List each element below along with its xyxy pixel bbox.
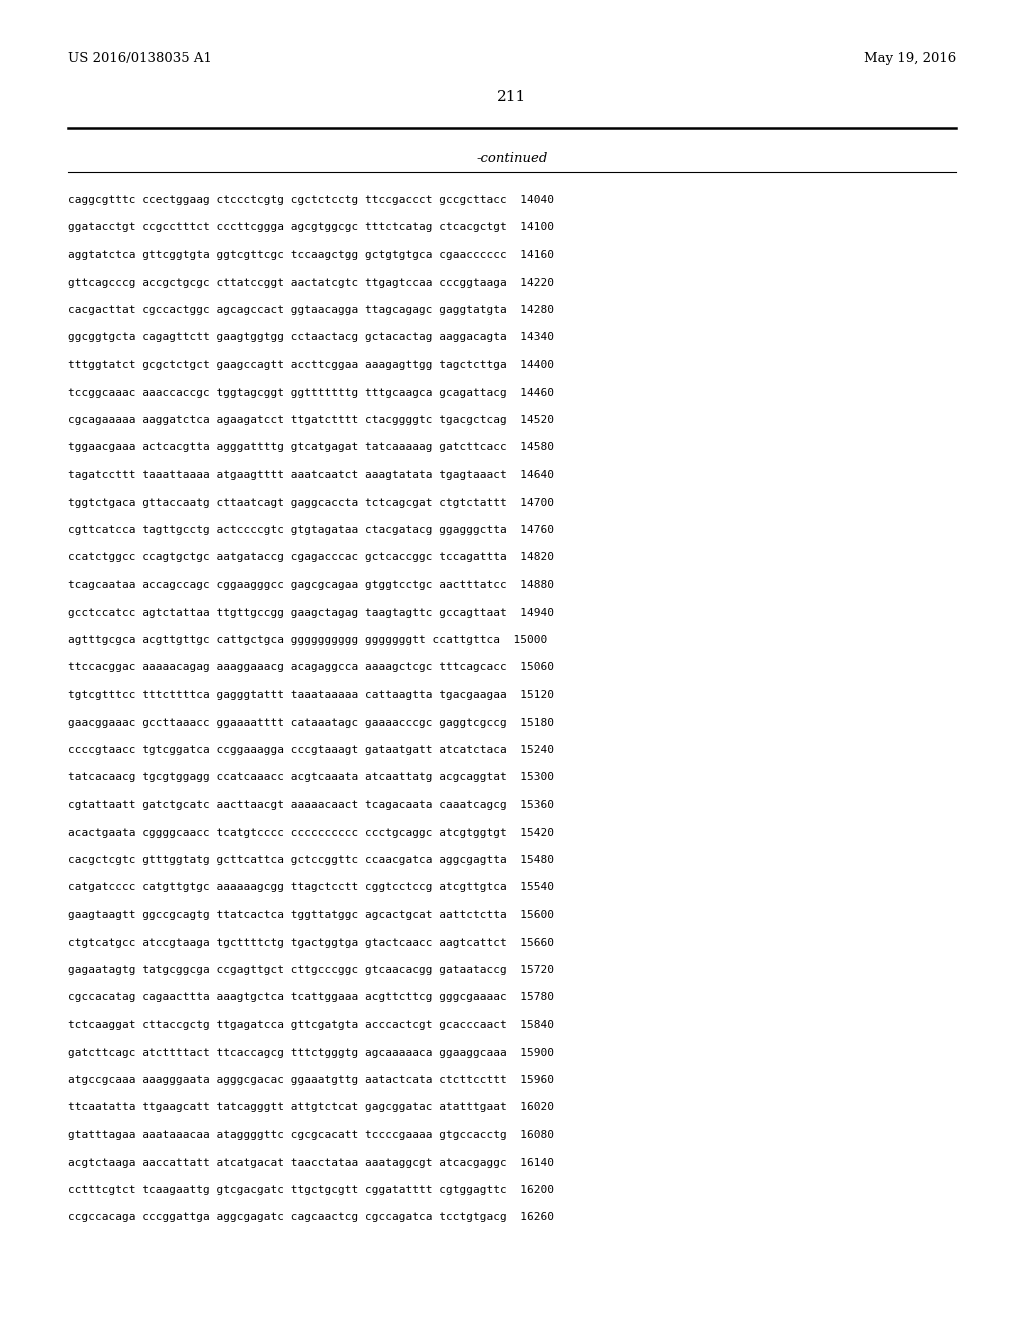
Text: ccgccacaga cccggattga aggcgagatc cagcaactcg cgccagatca tcctgtgacg  16260: ccgccacaga cccggattga aggcgagatc cagcaac… xyxy=(68,1213,554,1222)
Text: agtttgcgca acgttgttgc cattgctgca gggggggggg gggggggtt ccattgttca  15000: agtttgcgca acgttgttgc cattgctgca ggggggg… xyxy=(68,635,547,645)
Text: cctttcgtct tcaagaattg gtcgacgatc ttgctgcgtt cggatatttt cgtggagttc  16200: cctttcgtct tcaagaattg gtcgacgatc ttgctgc… xyxy=(68,1185,554,1195)
Text: tagatccttt taaattaaaa atgaagtttt aaatcaatct aaagtatata tgagtaaact  14640: tagatccttt taaattaaaa atgaagtttt aaatcaa… xyxy=(68,470,554,480)
Text: cgtattaatt gatctgcatc aacttaacgt aaaaacaact tcagacaata caaatcagcg  15360: cgtattaatt gatctgcatc aacttaacgt aaaaaca… xyxy=(68,800,554,810)
Text: aggtatctca gttcggtgta ggtcgttcgc tccaagctgg gctgtgtgca cgaacccccc  14160: aggtatctca gttcggtgta ggtcgttcgc tccaagc… xyxy=(68,249,554,260)
Text: catgatcccc catgttgtgc aaaaaagcgg ttagctcctt cggtcctccg atcgttgtca  15540: catgatcccc catgttgtgc aaaaaagcgg ttagctc… xyxy=(68,883,554,892)
Text: caggcgtttc ccectggaag ctccctcgtg cgctctcctg ttccgaccct gccgcttacc  14040: caggcgtttc ccectggaag ctccctcgtg cgctctc… xyxy=(68,195,554,205)
Text: ctgtcatgcc atccgtaaga tgcttttctg tgactggtga gtactcaacc aagtcattct  15660: ctgtcatgcc atccgtaaga tgcttttctg tgactgg… xyxy=(68,937,554,948)
Text: cgcagaaaaa aaggatctca agaagatcct ttgatctttt ctacggggtc tgacgctcag  14520: cgcagaaaaa aaggatctca agaagatcct ttgatct… xyxy=(68,414,554,425)
Text: tgtcgtttcc tttcttttca gagggtattt taaataaaaa cattaagtta tgacgaagaa  15120: tgtcgtttcc tttcttttca gagggtattt taaataa… xyxy=(68,690,554,700)
Text: cgccacatag cagaacttta aaagtgctca tcattggaaa acgttcttcg gggcgaaaac  15780: cgccacatag cagaacttta aaagtgctca tcattgg… xyxy=(68,993,554,1002)
Text: gatcttcagc atcttttact ttcaccagcg tttctgggtg agcaaaaaca ggaaggcaaa  15900: gatcttcagc atcttttact ttcaccagcg tttctgg… xyxy=(68,1048,554,1057)
Text: acgtctaaga aaccattatt atcatgacat taacctataa aaataggcgt atcacgaggc  16140: acgtctaaga aaccattatt atcatgacat taaccta… xyxy=(68,1158,554,1167)
Text: cgttcatcca tagttgcctg actccccgtc gtgtagataa ctacgatacg ggagggctta  14760: cgttcatcca tagttgcctg actccccgtc gtgtaga… xyxy=(68,525,554,535)
Text: gttcagcccg accgctgcgc cttatccggt aactatcgtc ttgagtccaa cccggtaaga  14220: gttcagcccg accgctgcgc cttatccggt aactatc… xyxy=(68,277,554,288)
Text: US 2016/0138035 A1: US 2016/0138035 A1 xyxy=(68,51,212,65)
Text: ttccacggac aaaaacagag aaaggaaacg acagaggcca aaaagctcgc tttcagcacc  15060: ttccacggac aaaaacagag aaaggaaacg acagagg… xyxy=(68,663,554,672)
Text: gtatttagaa aaataaacaa ataggggttc cgcgcacatt tccccgaaaa gtgccacctg  16080: gtatttagaa aaataaacaa ataggggttc cgcgcac… xyxy=(68,1130,554,1140)
Text: gaagtaagtt ggccgcagtg ttatcactca tggttatggc agcactgcat aattctctta  15600: gaagtaagtt ggccgcagtg ttatcactca tggttat… xyxy=(68,909,554,920)
Text: tatcacaacg tgcgtggagg ccatcaaacc acgtcaaata atcaattatg acgcaggtat  15300: tatcacaacg tgcgtggagg ccatcaaacc acgtcaa… xyxy=(68,772,554,783)
Text: tctcaaggat cttaccgctg ttgagatcca gttcgatgta acccactcgt gcacccaact  15840: tctcaaggat cttaccgctg ttgagatcca gttcgat… xyxy=(68,1020,554,1030)
Text: ggcggtgcta cagagttctt gaagtggtgg cctaactacg gctacactag aaggacagta  14340: ggcggtgcta cagagttctt gaagtggtgg cctaact… xyxy=(68,333,554,342)
Text: 211: 211 xyxy=(498,90,526,104)
Text: cacgacttat cgccactggc agcagccact ggtaacagga ttagcagagc gaggtatgta  14280: cacgacttat cgccactggc agcagccact ggtaaca… xyxy=(68,305,554,315)
Text: atgccgcaaa aaagggaata agggcgacac ggaaatgttg aatactcata ctcttccttt  15960: atgccgcaaa aaagggaata agggcgacac ggaaatg… xyxy=(68,1074,554,1085)
Text: acactgaata cggggcaacc tcatgtcccc cccccccccc ccctgcaggc atcgtggtgt  15420: acactgaata cggggcaacc tcatgtcccc ccccccc… xyxy=(68,828,554,837)
Text: tggaacgaaa actcacgtta agggattttg gtcatgagat tatcaaaaag gatcttcacc  14580: tggaacgaaa actcacgtta agggattttg gtcatga… xyxy=(68,442,554,453)
Text: ggatacctgt ccgcctttct cccttcggga agcgtggcgc tttctcatag ctcacgctgt  14100: ggatacctgt ccgcctttct cccttcggga agcgtgg… xyxy=(68,223,554,232)
Text: gaacggaaac gccttaaacc ggaaaatttt cataaatagc gaaaacccgc gaggtcgccg  15180: gaacggaaac gccttaaacc ggaaaatttt cataaat… xyxy=(68,718,554,727)
Text: tccggcaaac aaaccaccgc tggtagcggt ggtttttttg tttgcaagca gcagattacg  14460: tccggcaaac aaaccaccgc tggtagcggt ggttttt… xyxy=(68,388,554,397)
Text: gcctccatcc agtctattaa ttgttgccgg gaagctagag taagtagttc gccagttaat  14940: gcctccatcc agtctattaa ttgttgccgg gaagcta… xyxy=(68,607,554,618)
Text: tttggtatct gcgctctgct gaagccagtt accttcggaa aaagagttgg tagctcttga  14400: tttggtatct gcgctctgct gaagccagtt accttcg… xyxy=(68,360,554,370)
Text: cacgctcgtc gtttggtatg gcttcattca gctccggttc ccaacgatca aggcgagtta  15480: cacgctcgtc gtttggtatg gcttcattca gctccgg… xyxy=(68,855,554,865)
Text: -continued: -continued xyxy=(476,152,548,165)
Text: ccccgtaacc tgtcggatca ccggaaagga cccgtaaagt gataatgatt atcatctaca  15240: ccccgtaacc tgtcggatca ccggaaagga cccgtaa… xyxy=(68,744,554,755)
Text: gagaatagtg tatgcggcga ccgagttgct cttgcccggc gtcaacacgg gataataccg  15720: gagaatagtg tatgcggcga ccgagttgct cttgccc… xyxy=(68,965,554,975)
Text: tggtctgaca gttaccaatg cttaatcagt gaggcaccta tctcagcgat ctgtctattt  14700: tggtctgaca gttaccaatg cttaatcagt gaggcac… xyxy=(68,498,554,507)
Text: ttcaatatta ttgaagcatt tatcagggtt attgtctcat gagcggatac atatttgaat  16020: ttcaatatta ttgaagcatt tatcagggtt attgtct… xyxy=(68,1102,554,1113)
Text: May 19, 2016: May 19, 2016 xyxy=(864,51,956,65)
Text: ccatctggcc ccagtgctgc aatgataccg cgagacccac gctcaccggc tccagattta  14820: ccatctggcc ccagtgctgc aatgataccg cgagacc… xyxy=(68,553,554,562)
Text: tcagcaataa accagccagc cggaagggcc gagcgcagaa gtggtcctgc aactttatcc  14880: tcagcaataa accagccagc cggaagggcc gagcgca… xyxy=(68,579,554,590)
